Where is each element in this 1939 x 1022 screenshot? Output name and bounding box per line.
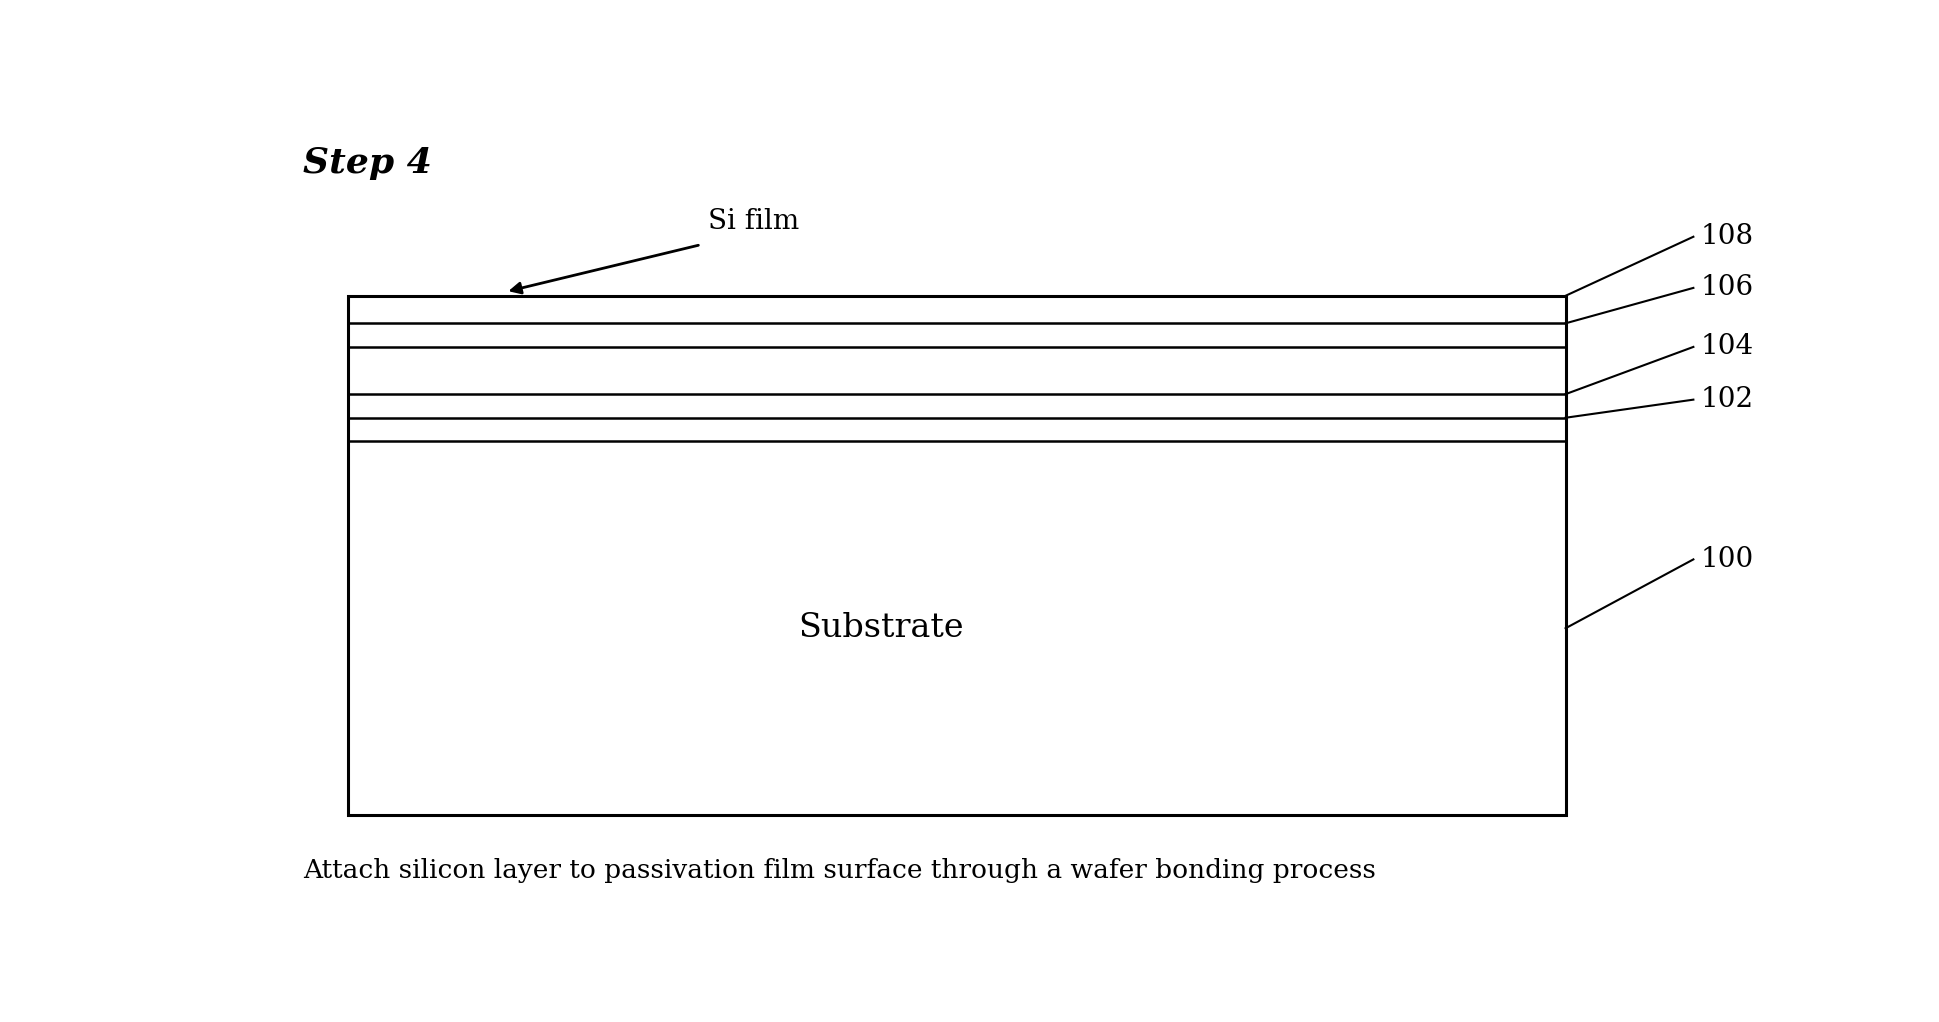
Text: Step 4: Step 4 xyxy=(302,146,430,180)
Bar xyxy=(347,295,1565,816)
Text: 106: 106 xyxy=(1701,274,1753,301)
Text: 104: 104 xyxy=(1701,333,1753,361)
Text: 100: 100 xyxy=(1701,546,1753,573)
Text: Attach silicon layer to passivation film surface through a wafer bonding process: Attach silicon layer to passivation film… xyxy=(302,857,1375,883)
Text: 102: 102 xyxy=(1701,386,1753,413)
Text: Si film: Si film xyxy=(708,207,799,234)
Text: Substrate: Substrate xyxy=(799,612,964,644)
Text: 108: 108 xyxy=(1701,223,1753,250)
